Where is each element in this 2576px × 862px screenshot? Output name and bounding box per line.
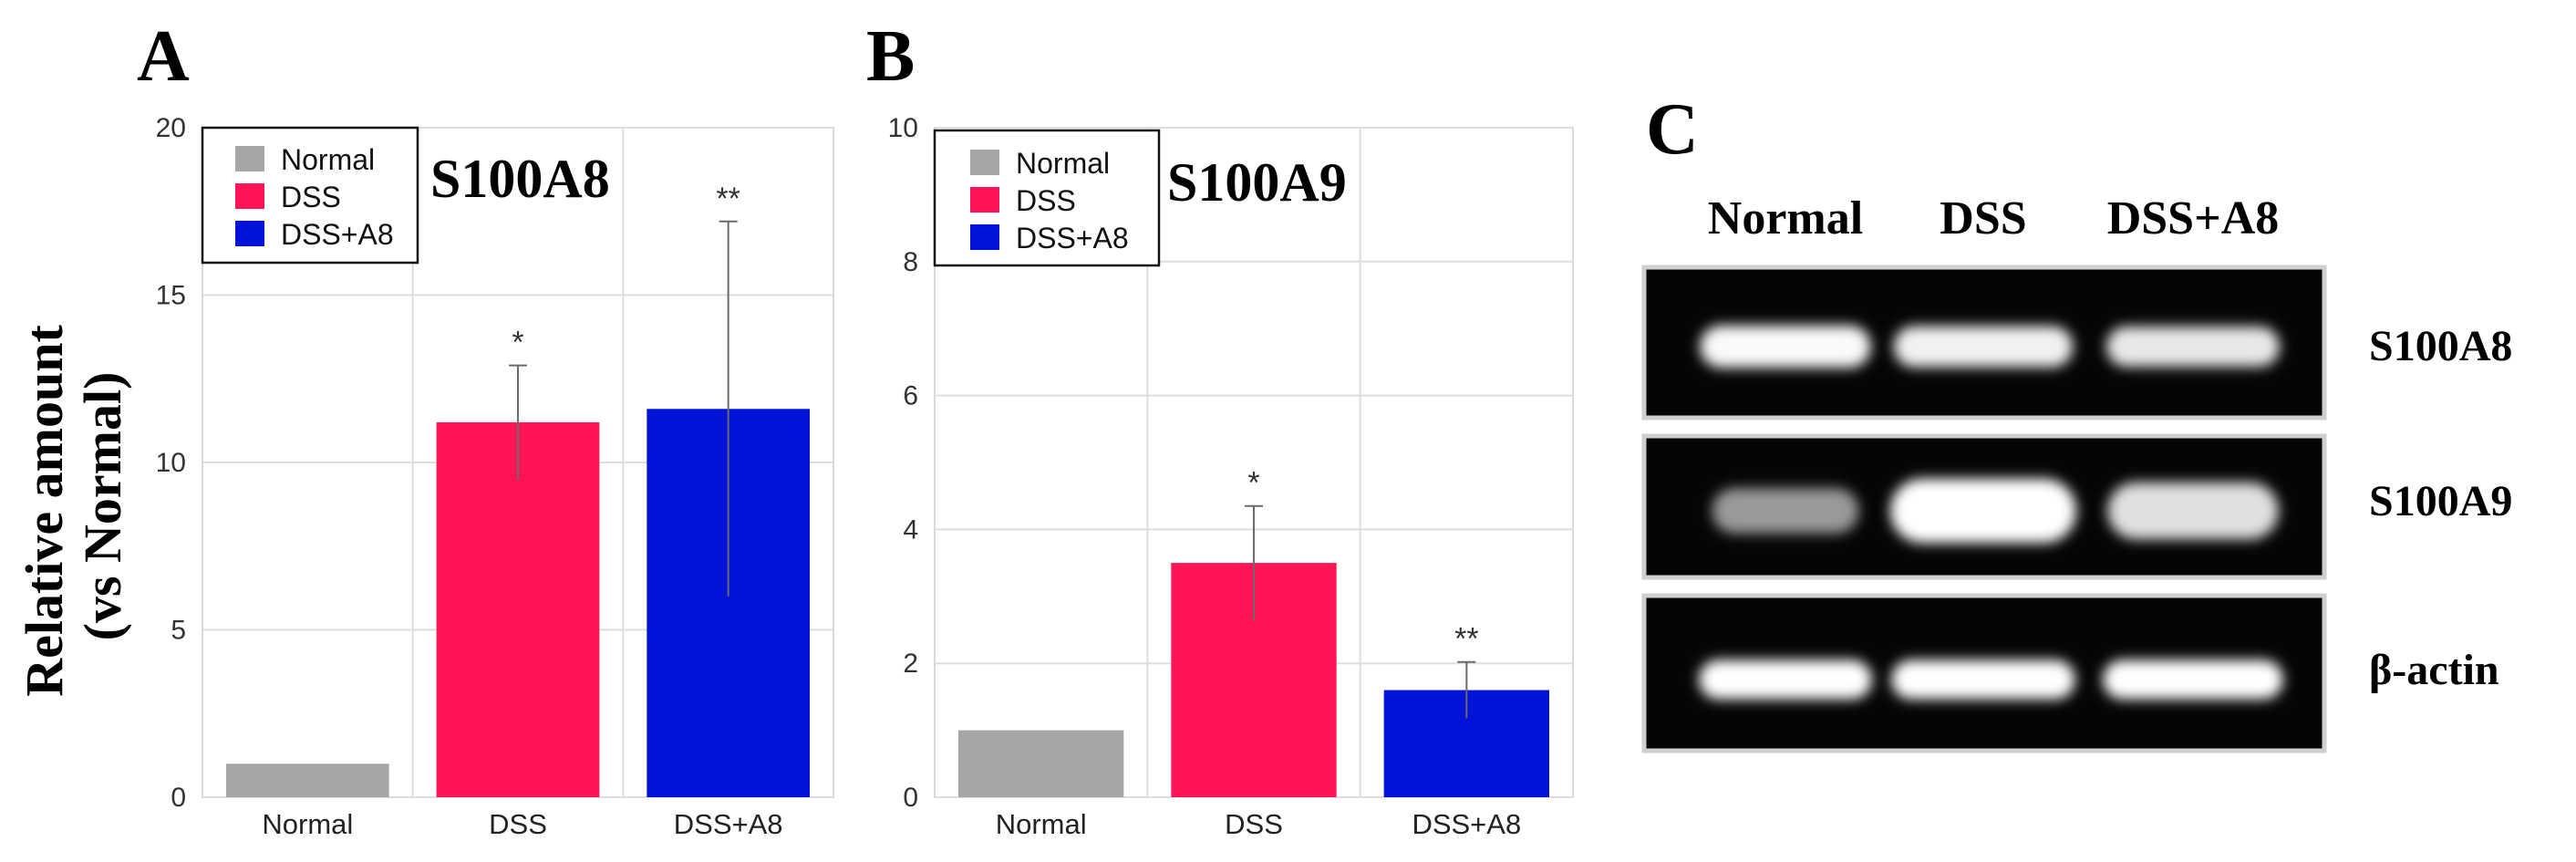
y-ticks-b: 0 2 4 6 8 10: [888, 113, 918, 813]
y-tick-label-b: 10: [888, 113, 918, 143]
chart-title-a: S100A8: [430, 149, 610, 209]
x-tick-label-a-1: DSS: [489, 808, 547, 840]
panel-letter-b: B: [866, 16, 915, 97]
gel-row-label-s100a9: S100A9: [2369, 477, 2512, 525]
panel-letter-a: A: [137, 16, 190, 97]
gel-panel: Normal DSS DSS+A8 S100A8 S100A9 β-actin: [1641, 192, 2512, 753]
y-tick-label-a: 0: [171, 783, 186, 813]
gel-band-r2-c1: [1891, 659, 2075, 700]
significance-mark-b-1: *: [1247, 466, 1259, 501]
legend-label-dssa8-a: DSS+A8: [281, 218, 394, 251]
y-ticks-a: 0 5 10 15 20: [156, 113, 186, 813]
bar-a-1: [436, 421, 600, 797]
legend-label-dssa8-b: DSS+A8: [1016, 222, 1129, 254]
y-axis-label-line2: (vs Normal): [73, 372, 132, 641]
legend-swatch-normal-a: [235, 146, 264, 171]
bar-a-0: [226, 763, 389, 797]
y-tick-label-b: 2: [903, 649, 918, 679]
x-tick-label-b-2: DSS+A8: [1412, 808, 1521, 840]
x-tick-label-b-0: Normal: [996, 808, 1087, 840]
legend-label-dss-a: DSS: [281, 181, 341, 213]
y-axis-label-line1: Relative amount: [15, 325, 74, 697]
bars-b: [958, 563, 1549, 797]
legend-label-normal-a: Normal: [281, 143, 375, 176]
gel-band-r0-c2: [2106, 327, 2280, 367]
legend-label-normal-b: Normal: [1016, 147, 1110, 180]
significance-mark-a-1: *: [512, 326, 523, 360]
legend-swatch-normal-b: [970, 150, 999, 175]
bar-b-0: [958, 730, 1124, 797]
legend-swatch-dssa8-b: [970, 224, 999, 250]
gel-row-label-s100a8: S100A8: [2369, 322, 2512, 370]
gel-band-r0-c0: [1700, 325, 1871, 369]
y-tick-label-a: 5: [171, 616, 186, 646]
gel-band-r0-c1: [1893, 326, 2074, 368]
significance-mark-b-2: **: [1454, 622, 1478, 657]
y-tick-label-a: 15: [156, 281, 186, 311]
gel-band-r2-c0: [1699, 659, 1872, 700]
x-tick-label-b-1: DSS: [1225, 808, 1283, 840]
gel-row-label-beta-actin: β-actin: [2369, 646, 2499, 694]
legend-swatch-dss-a: [235, 183, 264, 209]
significance-b: ***: [1247, 466, 1478, 657]
legend-a: Normal DSS DSS+A8: [201, 126, 419, 265]
x-tick-label-a-2: DSS+A8: [674, 808, 783, 840]
gel-band-r1-c1: [1890, 478, 2076, 544]
gel-band-r1-c2: [2107, 482, 2279, 540]
chart-title-b: S100A9: [1167, 152, 1347, 213]
legend-label-dss-b: DSS: [1016, 184, 1076, 217]
y-tick-label-b: 0: [903, 783, 918, 813]
legend-b: Normal DSS DSS+A8: [933, 129, 1161, 267]
y-tick-label-b: 8: [903, 247, 918, 277]
significance-a: ***: [512, 182, 740, 360]
gel-bands: [1699, 325, 2283, 700]
gel-band-r2-c2: [2103, 659, 2283, 700]
error-bars-b: [1245, 504, 1476, 719]
y-tick-label-b: 6: [903, 381, 918, 411]
y-tick-label-b: 4: [903, 514, 918, 545]
x-tick-label-a-0: Normal: [262, 808, 353, 840]
gel-col-label-dss: DSS: [1940, 192, 2026, 244]
legend-swatch-dssa8-a: [235, 221, 264, 246]
gel-col-label-dssa8: DSS+A8: [2107, 192, 2280, 244]
gel-band-r1-c0: [1712, 488, 1859, 534]
x-ticks-a: Normal DSS DSS+A8: [262, 808, 782, 840]
legend-swatch-dss-b: [970, 187, 999, 213]
gel-col-label-normal: Normal: [1708, 192, 1863, 244]
y-tick-label-a: 10: [156, 448, 186, 478]
error-bars-a: [509, 220, 738, 597]
bars-a: [226, 409, 810, 797]
significance-mark-a-2: **: [716, 182, 740, 216]
panel-letter-c: C: [1646, 89, 1699, 170]
x-ticks-b: Normal DSS DSS+A8: [996, 808, 1522, 840]
y-tick-label-a: 20: [156, 113, 186, 143]
